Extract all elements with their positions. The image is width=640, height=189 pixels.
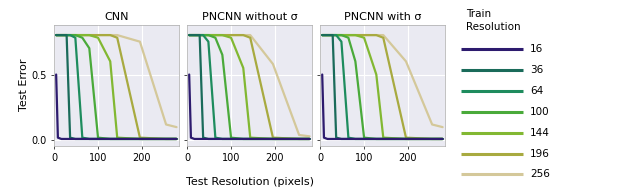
Text: Test Resolution (pixels): Test Resolution (pixels) [186, 177, 314, 187]
Text: 144: 144 [530, 128, 550, 138]
Text: 100: 100 [530, 107, 550, 117]
Text: 196: 196 [530, 149, 550, 159]
Title: PNCNN with σ: PNCNN with σ [344, 12, 421, 22]
Title: CNN: CNN [104, 12, 129, 22]
Title: PNCNN without σ: PNCNN without σ [202, 12, 298, 22]
Text: 64: 64 [530, 86, 543, 96]
Text: 256: 256 [530, 170, 550, 180]
Text: 36: 36 [530, 65, 543, 75]
Y-axis label: Test Error: Test Error [19, 59, 29, 111]
Text: 16: 16 [530, 44, 543, 54]
Text: Train
Resolution: Train Resolution [466, 9, 521, 32]
